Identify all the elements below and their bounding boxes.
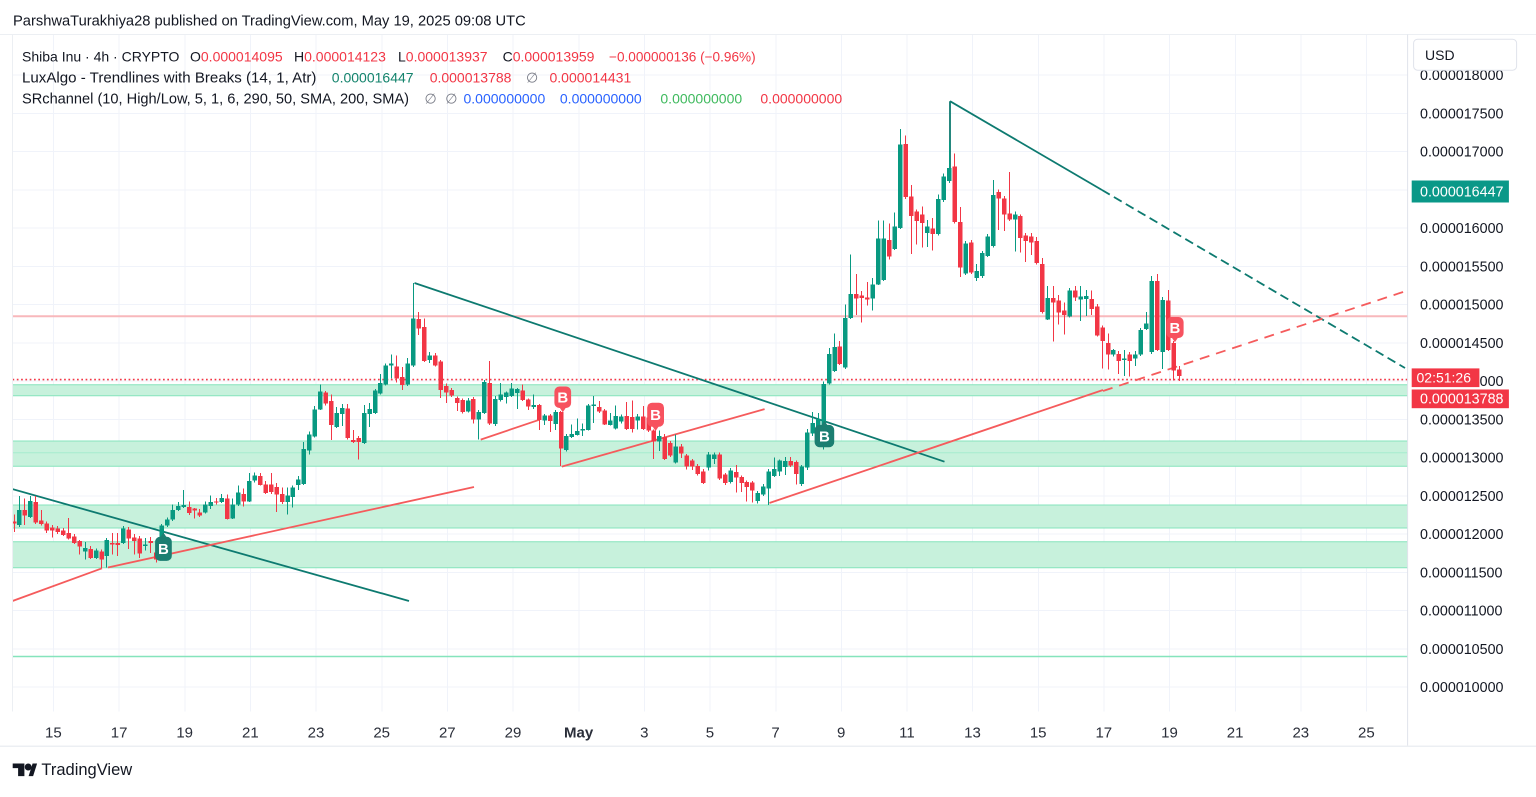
svg-text:∅: ∅: [445, 90, 457, 106]
svg-text:17: 17: [111, 725, 128, 742]
svg-text:0.000013000: 0.000013000: [1420, 451, 1504, 467]
svg-text:0.000014431: 0.000014431: [550, 69, 632, 85]
svg-text:0.000012000: 0.000012000: [1420, 527, 1504, 543]
svg-text:0.000015500: 0.000015500: [1420, 259, 1504, 275]
svg-text:0.000000000: 0.000000000: [660, 90, 742, 106]
svg-text:27: 27: [439, 725, 456, 742]
svg-text:0.000016000: 0.000016000: [1420, 221, 1504, 237]
svg-text:0.000015000: 0.000015000: [1420, 298, 1504, 314]
svg-text:LuxAlgo - Trendlines with Brea: LuxAlgo - Trendlines with Breaks (14, 1,…: [22, 69, 316, 86]
svg-text:5: 5: [706, 725, 714, 742]
svg-text:O0.000014095: O0.000014095: [190, 49, 283, 65]
svg-text:∅: ∅: [425, 90, 437, 106]
svg-text:0.000016447: 0.000016447: [332, 69, 414, 85]
svg-text:0.000000000: 0.000000000: [760, 90, 842, 106]
svg-text:0.000000000: 0.000000000: [560, 90, 642, 106]
svg-text:Shiba Inu · 4h · CRYPTO: Shiba Inu · 4h · CRYPTO: [22, 49, 180, 65]
svg-text:3: 3: [640, 725, 648, 742]
svg-text:B: B: [1169, 320, 1180, 337]
svg-text:9: 9: [837, 725, 845, 742]
svg-text:USD: USD: [1425, 47, 1455, 63]
svg-text:B: B: [158, 541, 169, 558]
svg-text:02:51:26: 02:51:26: [1417, 369, 1472, 385]
svg-text:0.000013788: 0.000013788: [430, 69, 512, 85]
svg-text:25: 25: [1358, 725, 1375, 742]
svg-text:∅: ∅: [526, 69, 538, 85]
svg-text:0.000011000: 0.000011000: [1420, 604, 1502, 620]
svg-text:0.000018000: 0.000018000: [1420, 68, 1504, 84]
svg-text:0.000000000: 0.000000000: [464, 90, 546, 106]
svg-text:21: 21: [242, 725, 259, 742]
svg-text:ParshwaTurakhiya28 published o: ParshwaTurakhiya28 published on TradingV…: [13, 14, 526, 30]
svg-text:0.000011500: 0.000011500: [1420, 566, 1502, 582]
svg-text:0.000017500: 0.000017500: [1420, 107, 1504, 123]
svg-text:−0.000000136 (−0.96%): −0.000000136 (−0.96%): [609, 50, 756, 65]
svg-text:H0.000014123: H0.000014123: [294, 49, 386, 65]
svg-text:7: 7: [771, 725, 779, 742]
svg-text:23: 23: [308, 725, 325, 742]
svg-text:TradingView: TradingView: [41, 761, 132, 779]
svg-text:21: 21: [1227, 725, 1244, 742]
svg-text:15: 15: [1030, 725, 1047, 742]
svg-text:19: 19: [1161, 725, 1178, 742]
svg-text:C0.000013959: C0.000013959: [503, 49, 595, 65]
svg-text:15: 15: [45, 725, 62, 742]
svg-text:0.000013788: 0.000013788: [1420, 391, 1504, 407]
svg-text:0.000016447: 0.000016447: [1420, 184, 1504, 200]
svg-text:B: B: [819, 428, 830, 445]
svg-text:0.000017000: 0.000017000: [1420, 145, 1504, 161]
svg-text:23: 23: [1292, 725, 1309, 742]
svg-text:25: 25: [373, 725, 390, 742]
svg-text:SRchannel (10, High/Low, 5, 1,: SRchannel (10, High/Low, 5, 1, 6, 290, 5…: [22, 91, 409, 107]
svg-text:0.000012500: 0.000012500: [1420, 489, 1504, 505]
svg-text:0.000010500: 0.000010500: [1420, 642, 1504, 658]
svg-text:0.000014500: 0.000014500: [1420, 336, 1504, 352]
svg-text:May: May: [564, 725, 594, 742]
svg-text:17: 17: [1095, 725, 1112, 742]
svg-text:13: 13: [964, 725, 981, 742]
svg-text:B: B: [557, 390, 568, 407]
svg-text:L0.000013937: L0.000013937: [398, 49, 488, 65]
svg-text:11: 11: [899, 725, 915, 742]
svg-text:0.000010000: 0.000010000: [1420, 680, 1504, 696]
svg-text:B: B: [650, 407, 661, 424]
svg-text:19: 19: [176, 725, 193, 742]
svg-text:29: 29: [505, 725, 522, 742]
svg-text:0.000013500: 0.000013500: [1420, 412, 1504, 428]
